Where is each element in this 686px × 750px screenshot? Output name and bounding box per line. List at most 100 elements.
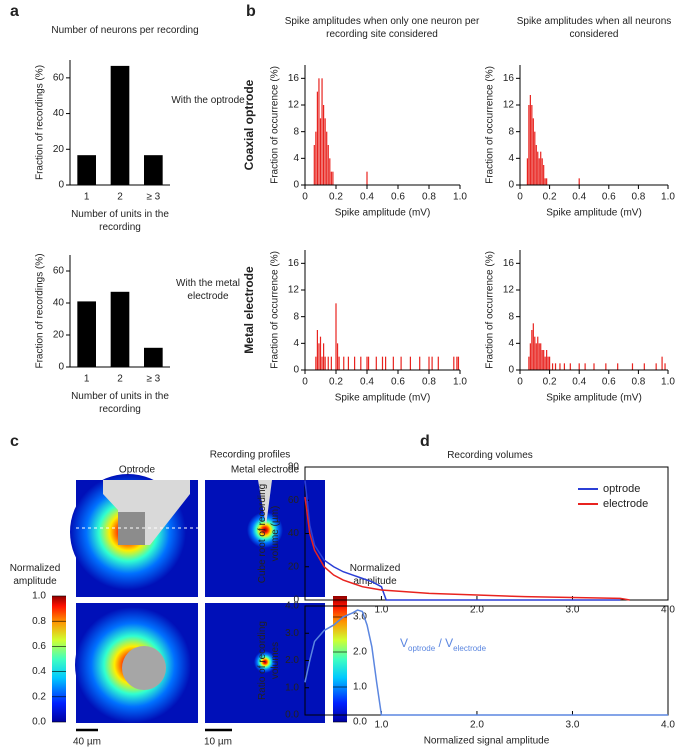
y-tick-label: 40 [53,298,65,309]
y-tick-label: 16 [288,73,300,84]
bar [578,178,580,185]
panel-label: b [246,3,256,20]
y-tick-label: 1.0 [285,682,299,693]
bar [538,343,540,370]
x-axis-label: Spike amplitude (mV) [335,393,431,404]
y-axis-label: Fraction of occurrence (%) [270,251,281,369]
x-axis-label-box: Number of units in the recording [71,391,169,415]
bar [528,356,530,370]
bar [543,350,545,370]
annotation: With the optrode [171,94,245,106]
bar [535,343,537,370]
x-tick-label: 2.0 [470,720,484,731]
bar [419,356,421,370]
row-label: Coaxial optrode [242,79,256,170]
x-tick-label: 0.4 [572,377,586,388]
bar [375,356,377,370]
bar [77,301,96,367]
row-label: Metal electrode [242,266,256,354]
x-axis-label: Normalized signal amplitude [424,736,550,747]
x-tick-label: 0 [302,192,308,203]
bar [313,145,315,185]
y-tick-label: 16 [503,73,515,84]
x-tick-label: 1 [84,374,90,385]
bar [318,78,320,185]
x-tick-label: 1.0 [374,605,388,616]
bar [330,356,332,370]
heatmaps [52,474,347,732]
y-tick-label: 8 [508,311,514,322]
x-tick-label: 2.0 [470,605,484,616]
y-tick-label: 80 [288,462,300,473]
colorbar-tick-label: 0.8 [32,616,46,627]
x-tick-label: 1.0 [661,377,675,388]
probe-section [122,646,166,690]
bar [144,155,163,185]
y-tick-label: 12 [503,100,515,111]
bar [456,356,458,370]
colorbar-tick-label: 0.2 [32,691,46,702]
x-axis-label: Number of units in the recording [71,209,169,233]
y-tick-label: 0 [508,365,514,376]
y-tick-label: 12 [288,100,300,111]
bar [537,336,539,370]
bar [77,155,96,185]
y-axis-label-box: Cube root of recording volume (µm) [257,484,281,584]
bar [360,356,362,370]
bar [655,363,657,370]
colorbar-tick-label: 3.0 [353,612,367,623]
bar [664,363,666,370]
x-tick-label: 0 [517,377,523,388]
colorbar-tick-label: 0.0 [32,717,46,728]
y-tick-label: 20 [53,144,65,155]
series-line [304,496,630,601]
annotation-part: V [400,636,408,650]
series-line [304,480,621,601]
y-tick-label: 20 [288,561,300,572]
chart-title: Recording profiles [210,450,291,461]
bar [453,356,455,370]
y-axis-label-box: Ratio of recording volumes [257,621,281,700]
chart-title-box: Spike amplitudes when only one neuron pe… [285,16,480,40]
y-tick-label: 60 [288,495,300,506]
panel-label: c [10,433,19,450]
bar [321,78,323,185]
bar [569,363,571,370]
panel-label: a [10,3,19,20]
bar [324,118,326,185]
bar [437,356,439,370]
x-tick-label: 3.0 [566,720,580,731]
chart-title: Spike amplitudes when all neurons consid… [516,16,672,40]
bar [366,356,368,370]
bar [535,145,537,185]
bar [400,356,402,370]
bar [366,171,368,185]
bar [319,118,322,185]
y-axis-label: Ratio of recording volumes [257,621,281,700]
x-tick-label: 0.6 [602,377,616,388]
bar [110,65,130,185]
bar [319,336,322,370]
colorbar-label: Normalized amplitude [9,563,61,587]
x-axis-label: Number of units in the recording [71,391,169,415]
y-tick-label: 4 [293,338,299,349]
bar [538,158,540,185]
x-tick-label: 0.8 [422,192,436,203]
colorbar-label-box: Normalized amplitude [350,563,401,587]
bar [431,356,433,370]
annotation-part: electrode [453,644,486,653]
bar [529,95,531,185]
colorbar-tick-label: 1.0 [32,591,46,602]
bar [321,356,323,370]
x-tick-label: 0.8 [631,377,645,388]
y-tick-label: 16 [288,258,300,269]
y-tick-label: 2.0 [285,655,299,666]
bar [327,356,329,370]
bar [643,363,645,370]
x-tick-label: 0.2 [543,192,557,203]
x-tick-label: 2 [117,374,123,385]
y-tick-label: 4.0 [285,601,299,612]
bar [540,343,542,370]
bar [593,363,595,370]
